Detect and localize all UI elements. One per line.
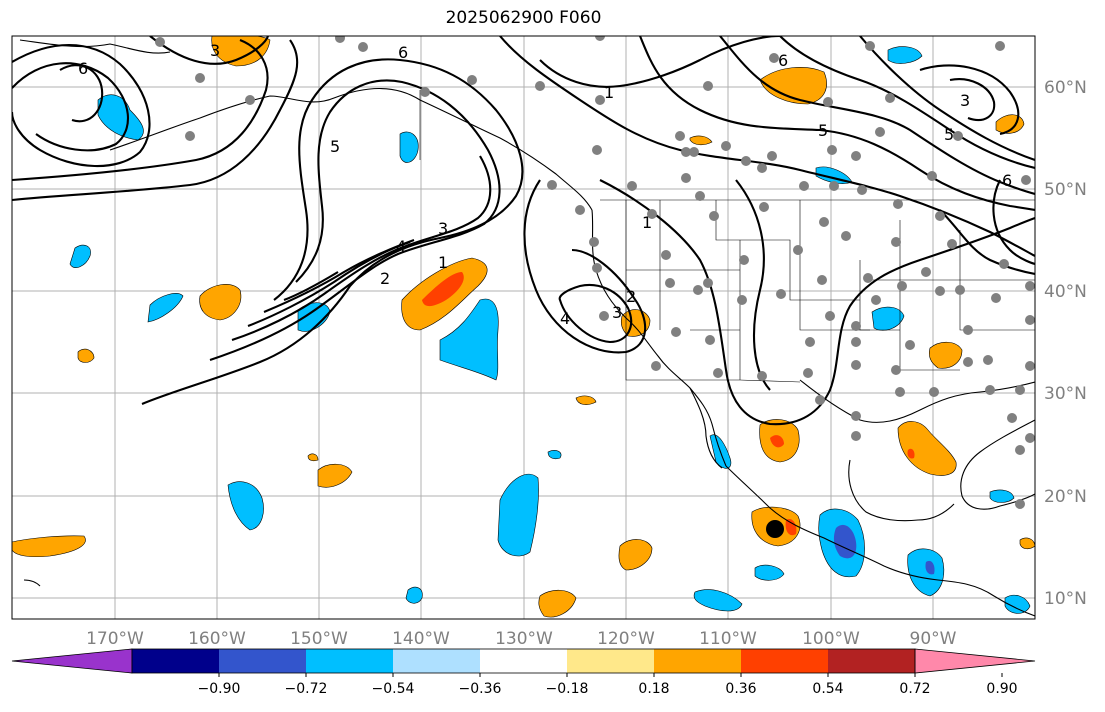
contour-label: 2 — [380, 269, 390, 288]
colorbar-segment — [132, 649, 220, 673]
station-dots — [155, 36, 1035, 509]
map-title: 2025062900 F060 — [445, 8, 602, 28]
colorbar-segment — [480, 649, 568, 673]
storm-center-dot — [766, 520, 784, 538]
colorbar-tick-labels: −0.90 −0.72 −0.54 −0.36 −0.18 0.18 0.36 0.54 0.7… — [198, 673, 1018, 697]
lon-label: 130°W — [495, 629, 553, 649]
colorbar — [11, 648, 1036, 674]
negative-anomaly-patches — [69, 46, 1031, 614]
contour-label: 3 — [960, 91, 970, 110]
lat-label: 30°N — [1044, 384, 1087, 404]
colorbar-segment — [219, 649, 307, 673]
lat-label: 50°N — [1044, 180, 1087, 200]
positive-anomaly-cores — [422, 272, 915, 536]
contour-labels: 6 6 3 5 4 3 2 1 1 2 3 5 6 3 5 6 1 4 — [78, 41, 1012, 328]
lon-label: 140°W — [392, 629, 450, 649]
positive-anomaly-patches — [12, 36, 1035, 618]
colorbar-segment — [567, 649, 655, 673]
lat-label: 40°N — [1044, 282, 1087, 302]
longitude-labels: 170°W 160°W 150°W 140°W 130°W 120°W 110°… — [86, 629, 957, 649]
lon-label: 100°W — [802, 629, 860, 649]
contour-label: 6 — [778, 51, 788, 70]
colorbar-segment — [393, 649, 481, 673]
colorbar-segment — [741, 649, 829, 673]
contour-label: 3 — [438, 219, 448, 238]
contour-label: 3 — [612, 303, 622, 322]
lon-label: 170°W — [86, 629, 144, 649]
contour-label: 1 — [438, 253, 448, 272]
colorbar-tick-label: −0.72 — [285, 681, 328, 697]
contour-label: 3 — [210, 41, 220, 60]
colorbar-segment — [306, 649, 394, 673]
contour-label: 1 — [604, 83, 614, 102]
lon-label: 150°W — [290, 629, 348, 649]
contour-label: 6 — [1002, 171, 1012, 190]
contour-label: 1 — [642, 213, 652, 232]
height-contours — [12, 36, 1035, 426]
contour-label: 4 — [560, 309, 570, 328]
colorbar-tick-label: 0.72 — [899, 681, 930, 697]
colorbar-tick-label: 0.36 — [725, 681, 756, 697]
colorbar-tick-label: −0.18 — [546, 681, 589, 697]
lon-label: 120°W — [597, 629, 655, 649]
lat-label: 60°N — [1044, 78, 1087, 98]
colorbar-tick-label: 0.54 — [812, 681, 843, 697]
colorbar-tick-label: −0.54 — [372, 681, 415, 697]
colorbar-extension-high — [914, 648, 1036, 674]
contour-label: 4 — [396, 237, 406, 256]
colorbar-extension-low — [11, 648, 133, 674]
contour-label: 6 — [398, 43, 408, 62]
colorbar-segment — [828, 649, 916, 673]
lon-label: 110°W — [699, 629, 757, 649]
contour-label: 5 — [330, 137, 340, 156]
colorbar-frame — [131, 648, 916, 674]
lon-label: 90°W — [910, 629, 957, 649]
coastlines — [19, 39, 1035, 617]
lat-label: 10°N — [1044, 589, 1087, 609]
colorbar-segment — [654, 649, 742, 673]
lat-label: 20°N — [1044, 487, 1087, 507]
contour-label: 2 — [626, 287, 636, 306]
lon-label: 160°W — [188, 629, 246, 649]
contour-label: 6 — [78, 59, 88, 78]
colorbar-tick-label: 0.90 — [986, 681, 1017, 697]
map-frame — [11, 35, 1036, 620]
political-borders — [419, 90, 1035, 383]
contour-label: 5 — [944, 125, 954, 144]
contour-label: 5 — [818, 121, 828, 140]
colorbar-tick-label: −0.36 — [459, 681, 502, 697]
colorbar-tick-label: −0.90 — [198, 681, 241, 697]
latitude-labels: 60°N 50°N 40°N 30°N 20°N 10°N — [1044, 78, 1087, 609]
colorbar-tick-label: 0.18 — [638, 681, 669, 697]
